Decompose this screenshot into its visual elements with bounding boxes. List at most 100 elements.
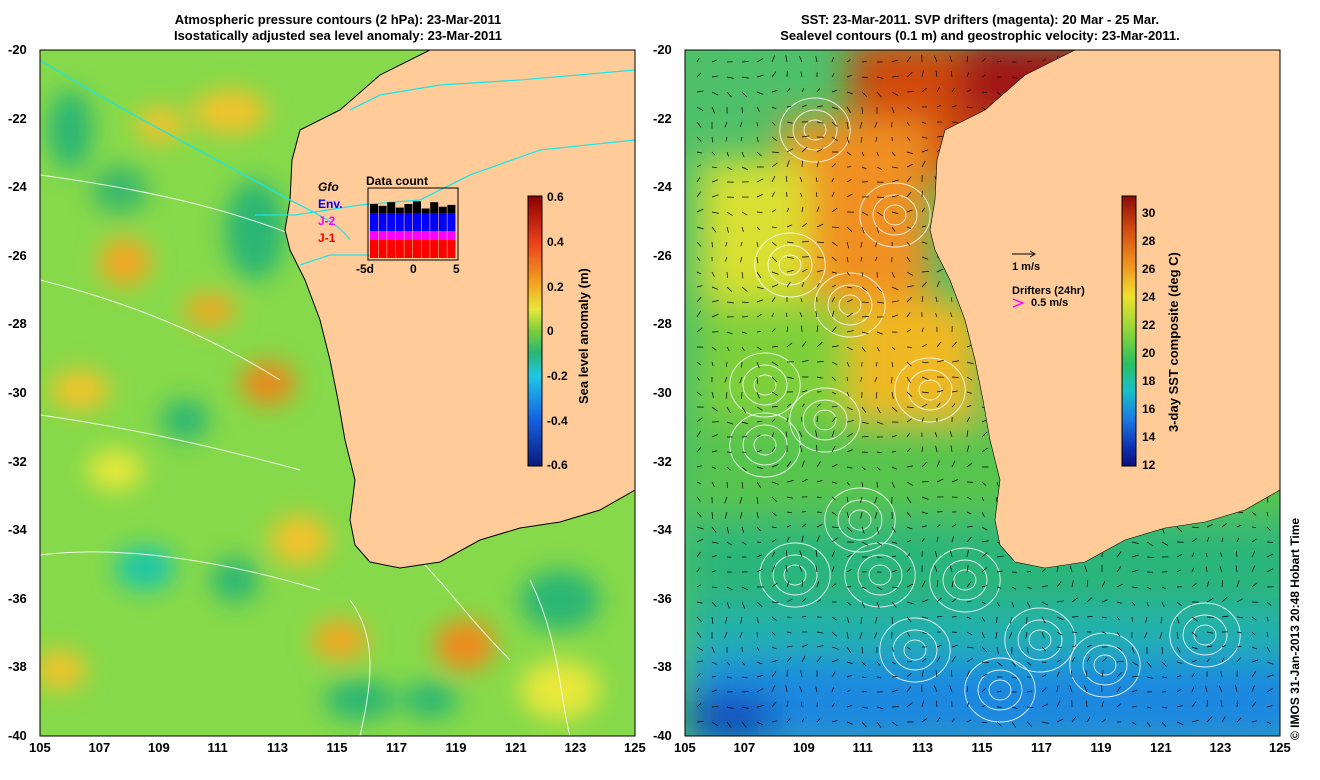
velocity-arrow: [891, 434, 898, 438]
velocity-arrow: [996, 646, 999, 654]
velocity-arrow: [771, 418, 776, 423]
velocity-arrow: [1236, 537, 1240, 543]
inset-bar: [421, 213, 430, 231]
velocity-arrow: [1101, 599, 1108, 603]
inset-bar: [438, 213, 447, 231]
velocity-arrow: [846, 299, 853, 303]
velocity-arrow: [816, 223, 824, 228]
velocity-arrow: [741, 421, 748, 425]
velocity-arrow: [1161, 661, 1167, 667]
x-tick-label: 109: [793, 740, 815, 755]
velocity-arrow: [1026, 690, 1033, 693]
velocity-arrow: [771, 526, 777, 529]
sea-level-contour: [868, 564, 892, 586]
velocity-arrow: [949, 431, 953, 438]
velocity-arrow: [949, 685, 953, 693]
velocity-arrow: [936, 524, 941, 528]
velocity-arrow: [726, 166, 733, 171]
velocity-arrow: [1071, 670, 1073, 678]
velocity-arrow: [846, 496, 849, 503]
velocity-arrow: [891, 601, 897, 608]
velocity-arrow: [786, 136, 794, 138]
velocity-arrow: [816, 342, 823, 348]
velocity-arrow: [906, 583, 914, 588]
velocity-arrow: [725, 241, 728, 247]
velocity-arrow: [771, 191, 775, 198]
sea-level-contour: [848, 509, 872, 531]
velocity-arrow: [831, 566, 835, 573]
velocity-arrow: [816, 206, 820, 213]
velocity-arrow: [1206, 645, 1213, 648]
velocity-arrow: [951, 403, 956, 408]
velocity-arrow: [846, 466, 853, 469]
velocity-arrow: [696, 256, 701, 262]
velocity-arrow: [831, 687, 834, 693]
inset-bar: [378, 231, 387, 240]
velocity-arrow: [933, 685, 938, 693]
inset-xtick: -5d: [356, 262, 374, 276]
velocity-arrow: [696, 208, 704, 213]
velocity-arrow: [906, 418, 912, 423]
y-tick-label: -36: [8, 590, 27, 606]
velocity-arrow: [906, 540, 912, 543]
velocity-arrow: [996, 601, 1000, 607]
velocity-arrow: [1146, 706, 1152, 709]
velocity-arrow: [1219, 566, 1223, 573]
velocity-arrow: [1084, 565, 1088, 573]
velocity-arrow: [1146, 721, 1151, 727]
velocity-arrow: [891, 346, 896, 350]
velocity-arrow: [951, 656, 956, 663]
velocity-arrow: [876, 406, 881, 414]
velocity-arrow: [951, 376, 959, 378]
velocity-arrow: [741, 61, 749, 63]
velocity-arrow: [1116, 616, 1120, 621]
velocity-arrow: [1041, 585, 1048, 588]
velocity-arrow: [831, 256, 837, 262]
velocity-arrow: [981, 431, 988, 438]
inset-bar: [421, 208, 430, 213]
velocity-arrow: [696, 511, 702, 518]
velocity-arrow: [996, 60, 1002, 63]
velocity-arrow: [741, 391, 743, 399]
velocity-arrow: [831, 445, 836, 453]
velocity-arrow: [756, 688, 764, 693]
velocity-arrow: [921, 496, 929, 500]
velocity-arrow: [1026, 646, 1029, 654]
velocity-arrow: [846, 330, 854, 333]
velocity-arrow: [846, 361, 850, 368]
velocity-arrow: [846, 121, 849, 129]
velocity-arrow: [874, 376, 878, 383]
velocity-arrow: [846, 616, 850, 624]
velocity-arrow: [756, 391, 760, 399]
velocity-arrow: [756, 481, 762, 488]
velocity-arrow: [771, 539, 777, 543]
velocity-arrow: [1011, 586, 1017, 590]
velocity-arrow: [771, 284, 779, 288]
velocity-arrow: [846, 91, 854, 95]
velocity-arrow: [876, 601, 880, 609]
velocity-arrow: [921, 538, 925, 543]
velocity-arrow: [921, 361, 929, 364]
x-tick-label: 121: [1150, 740, 1172, 755]
velocity-arrow: [996, 586, 1002, 589]
velocity-arrow: [696, 721, 704, 723]
velocity-arrow: [801, 222, 808, 228]
velocity-arrow: [696, 481, 702, 485]
velocity-arrow: [1206, 536, 1210, 543]
velocity-arrow: [771, 121, 776, 126]
velocity-arrow: [816, 535, 820, 543]
velocity-arrow: [934, 431, 938, 438]
velocity-arrow: [1041, 703, 1049, 708]
sst-colorbar-tick: 30: [1142, 206, 1156, 220]
velocity-arrow: [724, 121, 728, 128]
velocity-arrow: [1161, 541, 1169, 546]
velocity-arrow: [711, 136, 714, 143]
velocity-arrow: [861, 286, 867, 292]
velocity-arrow: [1101, 701, 1104, 708]
velocity-arrow: [1176, 616, 1180, 624]
velocity-arrow: [799, 565, 803, 573]
velocity-arrow: [711, 481, 715, 487]
velocity-arrow: [1026, 586, 1033, 589]
x-tick-label: 125: [1269, 740, 1291, 755]
velocity-arrow: [724, 631, 728, 639]
